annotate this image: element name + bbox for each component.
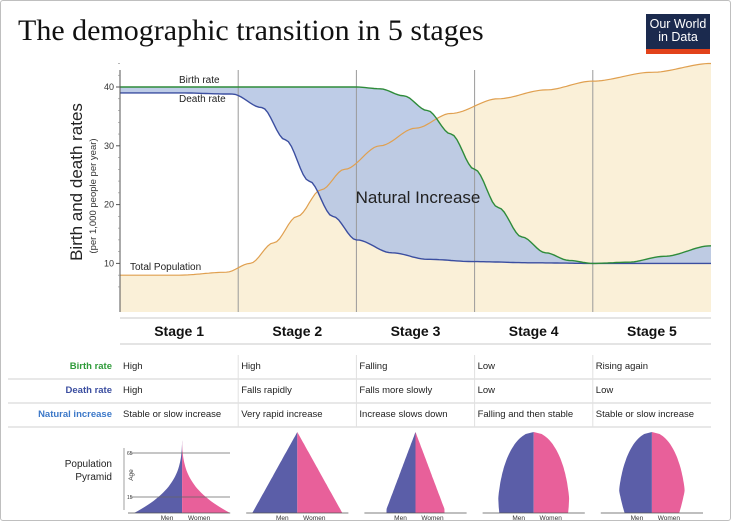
y-tick-label: 40 [104,82,114,92]
pyramid-men-area [619,432,652,513]
pyramid-men-label: Men [161,515,174,521]
pyramid-age-tick-65: 65 [127,451,133,457]
series-label-total-population: Total Population [130,262,201,273]
row-label-pyramid-1: Population [65,459,112,470]
pyramid-women-area [415,432,445,513]
row-label-pyramid-2: Pyramid [75,472,112,483]
table-cell-natural-stage-5: Stable or slow increase [596,409,694,420]
pyramid-women-area [651,432,685,513]
logo-line-2: in Data [658,30,698,44]
pyramid-men-label: Men [512,515,525,521]
series-label-death-rate: Death rate [179,94,226,105]
population-pyramid-stage-4 [498,432,570,513]
logo-accent-bar [646,49,710,54]
pyramid-men-area [134,432,183,513]
stage-header-1: Stage 1 [154,323,204,339]
pyramid-men-label: Men [394,515,407,521]
population-pyramid-stage-5 [619,432,685,513]
population-pyramid-stage-2 [252,432,343,513]
y-axis-subtitle: (per 1,000 people per year) [88,138,99,253]
pyramid-age-tick-15: 15 [127,495,133,501]
row-label-birth: Birth rate [70,361,112,372]
series-line-birth-rate [120,86,712,265]
pyramid-women-label: Women [303,515,326,521]
pyramid-age-axis-label: Age [128,469,135,481]
pyramid-women-area [533,432,570,513]
row-label-death: Death rate [66,385,112,396]
stage-header-3: Stage 3 [391,323,441,339]
table-cell-death-stage-3: Falls more slowly [359,385,432,396]
table-cell-birth-stage-5: Rising again [596,361,648,372]
table-cell-birth-stage-2: High [241,361,261,372]
table-cell-natural-stage-3: Increase slows down [359,409,447,420]
y-axis-title: Birth and death rates [67,103,86,261]
pyramid-women-label: Women [421,515,444,521]
natural-increase-area [120,87,711,264]
population-pyramid-stage-3 [386,432,445,513]
page-title: The demographic transition in 5 stages [18,14,484,47]
table-cell-birth-stage-3: Falling [359,361,387,372]
stage-header-5: Stage 5 [627,323,677,339]
pyramid-men-area [252,432,298,513]
y-tick-label: 10 [104,258,114,268]
pyramid-women-area [297,432,343,513]
table-cell-death-stage-5: Low [596,385,614,396]
table-cell-natural-stage-1: Stable or slow increase [123,409,221,420]
series-label-birth-rate: Birth rate [179,75,220,86]
row-label-natural: Natural increase [38,409,112,420]
table-cell-natural-stage-4: Falling and then stable [478,409,574,420]
y-tick-label: 30 [104,141,114,151]
logo-line-1: Our World [649,17,707,31]
pyramid-women-label: Women [540,515,563,521]
pyramid-men-label: Men [631,515,644,521]
table-cell-death-stage-1: High [123,385,143,396]
pyramid-women-area [182,432,231,513]
owid-logo[interactable]: Our World in Data [646,14,710,54]
stage-header-2: Stage 2 [272,323,322,339]
table-cell-birth-stage-1: High [123,361,143,372]
table-cell-death-stage-4: Low [478,385,496,396]
pyramid-men-label: Men [276,515,289,521]
pyramid-women-label: Women [188,515,211,521]
population-pyramid-stage-1 [134,432,231,513]
series-line-total-population [120,62,711,276]
stage-header-4: Stage 4 [509,323,559,339]
pyramid-men-area [498,432,534,513]
table-cell-natural-stage-2: Very rapid increase [241,409,322,420]
pyramid-women-label: Women [658,515,681,521]
pyramid-men-area [386,432,416,513]
table-cell-death-stage-2: Falls rapidly [241,385,292,396]
y-tick-label: 20 [104,200,114,210]
natural-increase-label: Natural Increase [356,188,481,207]
table-cell-birth-stage-4: Low [478,361,496,372]
